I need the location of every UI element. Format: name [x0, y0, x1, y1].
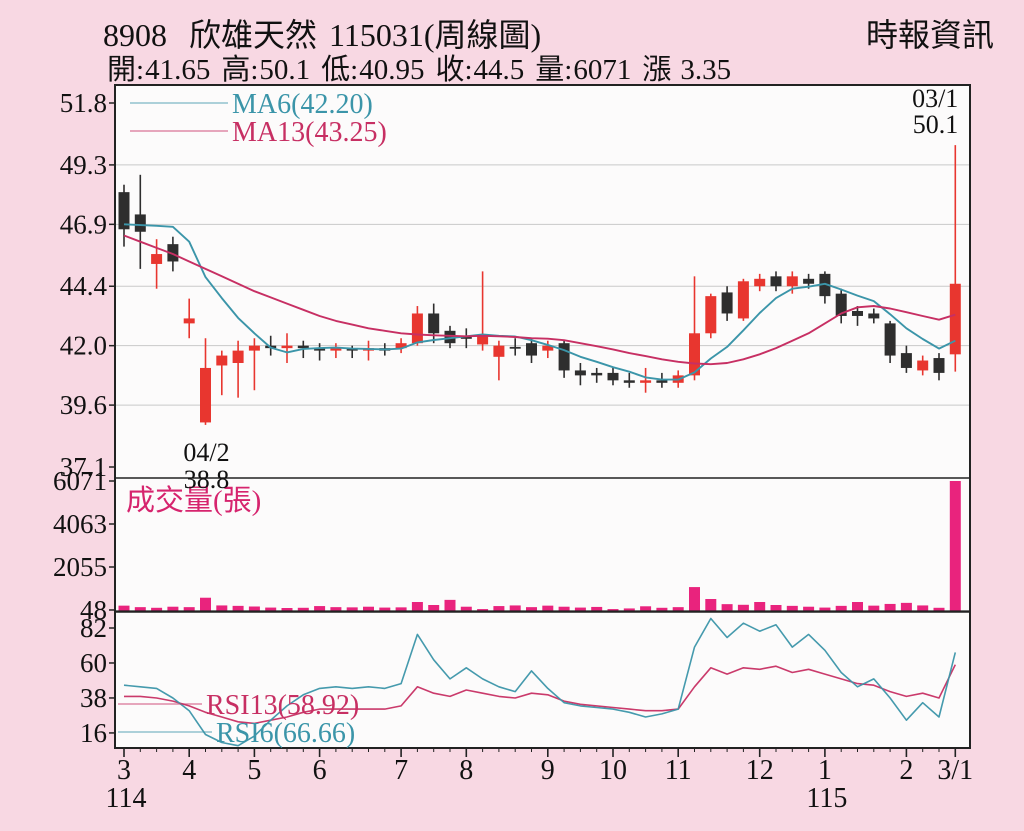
- y-axis-rsi: 82 60 38 16: [80, 613, 115, 748]
- quote-summary: 開:41.65 高:50.1 低:40.95 收:44.5 量:6071 漲 3.35: [107, 46, 742, 88]
- rsi6-line: [123, 617, 957, 747]
- x-axis-year-label: 114: [106, 783, 147, 814]
- annotation-low: 04/238.8: [183, 438, 229, 494]
- y-axis-label: 51.8: [60, 88, 107, 118]
- chart-frame: [114, 84, 971, 749]
- annotation-text: 38.8: [184, 465, 230, 494]
- y-axis-label: 44.4: [60, 271, 108, 301]
- quote-field: 高:50.1: [221, 54, 311, 86]
- candlestick-series: [118, 145, 961, 425]
- annotation-high: 03/150.1: [912, 84, 958, 139]
- rsi13-line: [124, 664, 957, 725]
- stock-name: 欣雄天然: [189, 17, 318, 53]
- ma6-line: [123, 223, 956, 381]
- quote-field: 漲 3.35: [642, 54, 732, 86]
- ma13-line: [123, 234, 956, 366]
- annotation-text: 03/1: [912, 84, 958, 113]
- x-axis-month-label: 3/1: [937, 755, 973, 786]
- y-axis-label: 4063: [53, 509, 107, 539]
- y-axis-label: 46.9: [60, 209, 107, 239]
- volume-panel-label: 成交量(張): [126, 484, 261, 517]
- y-axis-label: 37.1: [60, 452, 107, 482]
- x-axis-month-label: 10: [599, 755, 627, 786]
- annotation-text: 50.1: [913, 110, 959, 139]
- x-axis-month-label: 5: [247, 755, 261, 786]
- y-axis-label: 42.0: [60, 331, 107, 361]
- y-axis-label: 48: [80, 595, 107, 625]
- y-axis-label: 60: [80, 648, 107, 678]
- legend-label: RSI6(66.66): [216, 718, 355, 749]
- source-label: 時報資訊: [865, 17, 994, 53]
- x-axis-month-label: 9: [541, 755, 555, 786]
- chart-kind: (周線圖): [423, 17, 542, 53]
- x-axis-month-label: 8: [459, 755, 473, 786]
- x-axis-year-label: 115: [806, 783, 847, 814]
- quote-field: 開:41.65: [107, 54, 211, 86]
- annotation-text: 04/2: [183, 438, 229, 467]
- x-axis-month-label: 11: [665, 755, 692, 786]
- y-axis-label: 49.3: [60, 150, 107, 180]
- y-axis-label: 39.6: [60, 390, 107, 420]
- y-axis-label: 16: [80, 718, 107, 748]
- quote-field: 收:44.5: [435, 54, 525, 86]
- y-axis-volume: 6071 4063 2055 48: [53, 466, 115, 625]
- chart-panel-background: [115, 85, 970, 748]
- x-axis-month-label: 12: [746, 755, 774, 786]
- x-axis-month-label: 4: [182, 755, 196, 786]
- legend-label: MA6(42.20): [232, 89, 373, 120]
- quote-field: 量:6071: [535, 54, 632, 86]
- y-axis-label: 6071: [53, 466, 107, 496]
- y-axis-label: 38: [80, 683, 107, 713]
- y-axis-label: 82: [80, 613, 107, 643]
- legend-label: MA13(43.25): [232, 117, 387, 148]
- quote-field: 低:40.95: [321, 54, 425, 86]
- y-axis-label: 2055: [53, 552, 107, 582]
- volume-bars: [118, 481, 961, 611]
- page-title: 8908 欣雄天然 115031(周線圖): [103, 10, 541, 56]
- ma-legend: MA6(42.20)MA13(43.25): [130, 89, 387, 148]
- x-axis-month-label: 7: [394, 755, 408, 786]
- y-axis-main: 51.8 49.3 46.9 44.4 42.0 39.6 37.1: [60, 88, 115, 482]
- rsi-legend: RSI13(58.92)RSI6(66.66): [118, 690, 359, 749]
- stock-id: 8908: [103, 17, 167, 53]
- legend-label: RSI13(58.92): [206, 690, 359, 721]
- x-axis-month-label: 6: [313, 755, 327, 786]
- x-axis-month-label: 3: [117, 755, 131, 786]
- x-axis-month-label: 2: [899, 755, 913, 786]
- x-axis-month-label: 1: [818, 755, 832, 786]
- session-code: 115031: [329, 17, 424, 53]
